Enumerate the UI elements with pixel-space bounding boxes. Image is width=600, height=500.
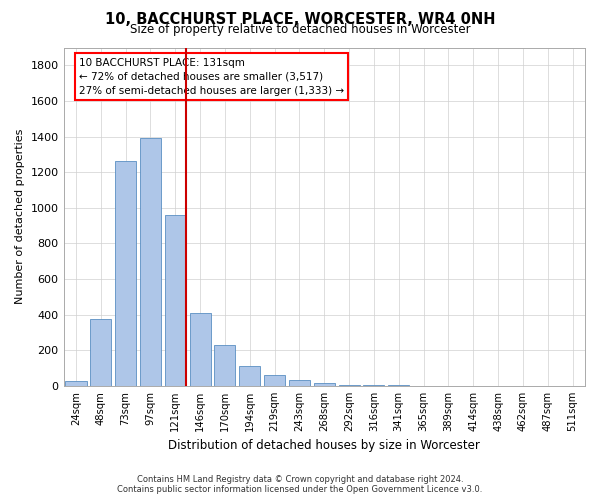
Bar <box>65 382 86 386</box>
Bar <box>364 385 385 386</box>
Bar <box>115 162 136 386</box>
Bar <box>140 138 161 386</box>
Bar <box>214 345 235 386</box>
Text: Contains HM Land Registry data © Crown copyright and database right 2024.
Contai: Contains HM Land Registry data © Crown c… <box>118 474 482 494</box>
Y-axis label: Number of detached properties: Number of detached properties <box>15 129 25 304</box>
Bar <box>314 384 335 386</box>
Bar <box>289 380 310 386</box>
Text: 10 BACCHURST PLACE: 131sqm
← 72% of detached houses are smaller (3,517)
27% of s: 10 BACCHURST PLACE: 131sqm ← 72% of deta… <box>79 58 344 96</box>
Text: 10, BACCHURST PLACE, WORCESTER, WR4 0NH: 10, BACCHURST PLACE, WORCESTER, WR4 0NH <box>105 12 495 28</box>
Bar <box>190 313 211 386</box>
Bar <box>165 215 186 386</box>
X-axis label: Distribution of detached houses by size in Worcester: Distribution of detached houses by size … <box>169 440 480 452</box>
Bar <box>264 375 285 386</box>
Text: Size of property relative to detached houses in Worcester: Size of property relative to detached ho… <box>130 22 470 36</box>
Bar <box>338 384 359 386</box>
Bar <box>239 366 260 386</box>
Bar <box>90 319 112 386</box>
